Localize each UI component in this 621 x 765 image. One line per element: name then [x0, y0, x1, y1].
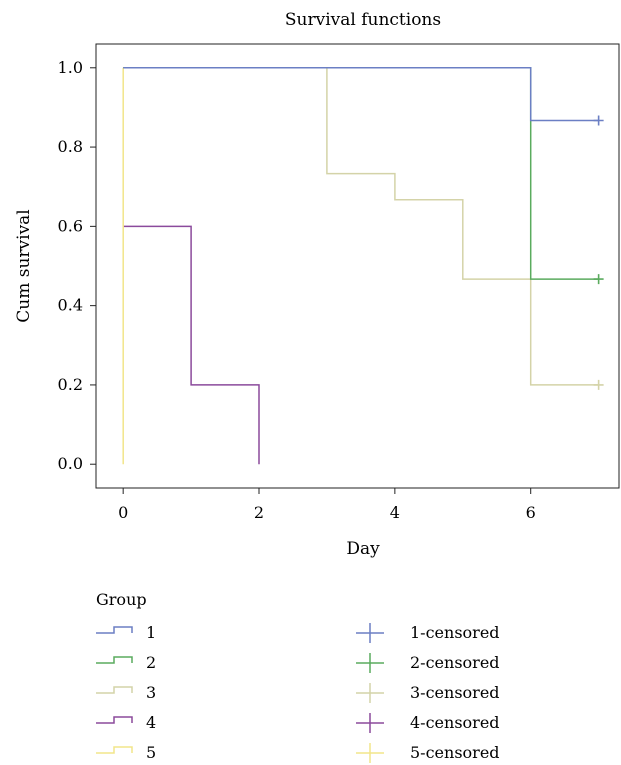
- x-tick-label: 6: [526, 503, 536, 522]
- legend-censor-swatch-5: [356, 743, 384, 763]
- legend-label-4: 4: [146, 713, 156, 732]
- y-tick-label: 0.6: [58, 216, 83, 235]
- legend-censor-label-2: 2-censored: [410, 653, 500, 672]
- legend-censor-swatch-3: [356, 683, 384, 703]
- legend-title: Group: [96, 590, 147, 609]
- series-1-censor-mark: [593, 115, 604, 126]
- series-3-line: [123, 67, 599, 386]
- series-2-censor-mark: [593, 274, 604, 285]
- series-1-line: [123, 67, 599, 122]
- x-tick-label: 0: [118, 503, 128, 522]
- legend-censor-label-1: 1-censored: [410, 623, 500, 642]
- legend-censor-label-4: 4-censored: [410, 713, 500, 732]
- legend-swatch-2: [96, 656, 133, 664]
- y-tick-label: 0.0: [58, 454, 83, 473]
- series-4-line: [123, 225, 260, 465]
- legend-label-2: 2: [146, 653, 156, 672]
- x-tick-label: 4: [390, 503, 400, 522]
- y-axis-label: Cum survival: [14, 209, 34, 323]
- y-tick-label: 1.0: [58, 58, 83, 77]
- legend-censor-swatch-2: [356, 653, 384, 673]
- legend-label-3: 3: [146, 683, 156, 702]
- legend-censor-swatch-4: [356, 713, 384, 733]
- chart-title: Survival functions: [285, 10, 441, 30]
- legend-swatch-1: [96, 626, 133, 634]
- legend-swatch-4: [96, 716, 133, 724]
- plot-frame: [95, 43, 620, 489]
- legend-label-1: 1: [146, 623, 156, 642]
- x-tick-label: 2: [254, 503, 264, 522]
- series-3-censor-mark: [593, 379, 604, 390]
- legend-label-5: 5: [146, 743, 156, 762]
- y-tick-label: 0.8: [58, 137, 83, 156]
- legend-swatch-5: [96, 746, 133, 754]
- legend-censor-label-5: 5-censored: [410, 743, 500, 762]
- y-tick-label: 0.4: [58, 296, 83, 315]
- x-axis-label: Day: [346, 539, 380, 559]
- legend-censor-swatch-1: [356, 623, 384, 643]
- legend-swatch-3: [96, 686, 133, 694]
- legend-censor-label-3: 3-censored: [410, 683, 500, 702]
- y-tick-label: 0.2: [58, 375, 83, 394]
